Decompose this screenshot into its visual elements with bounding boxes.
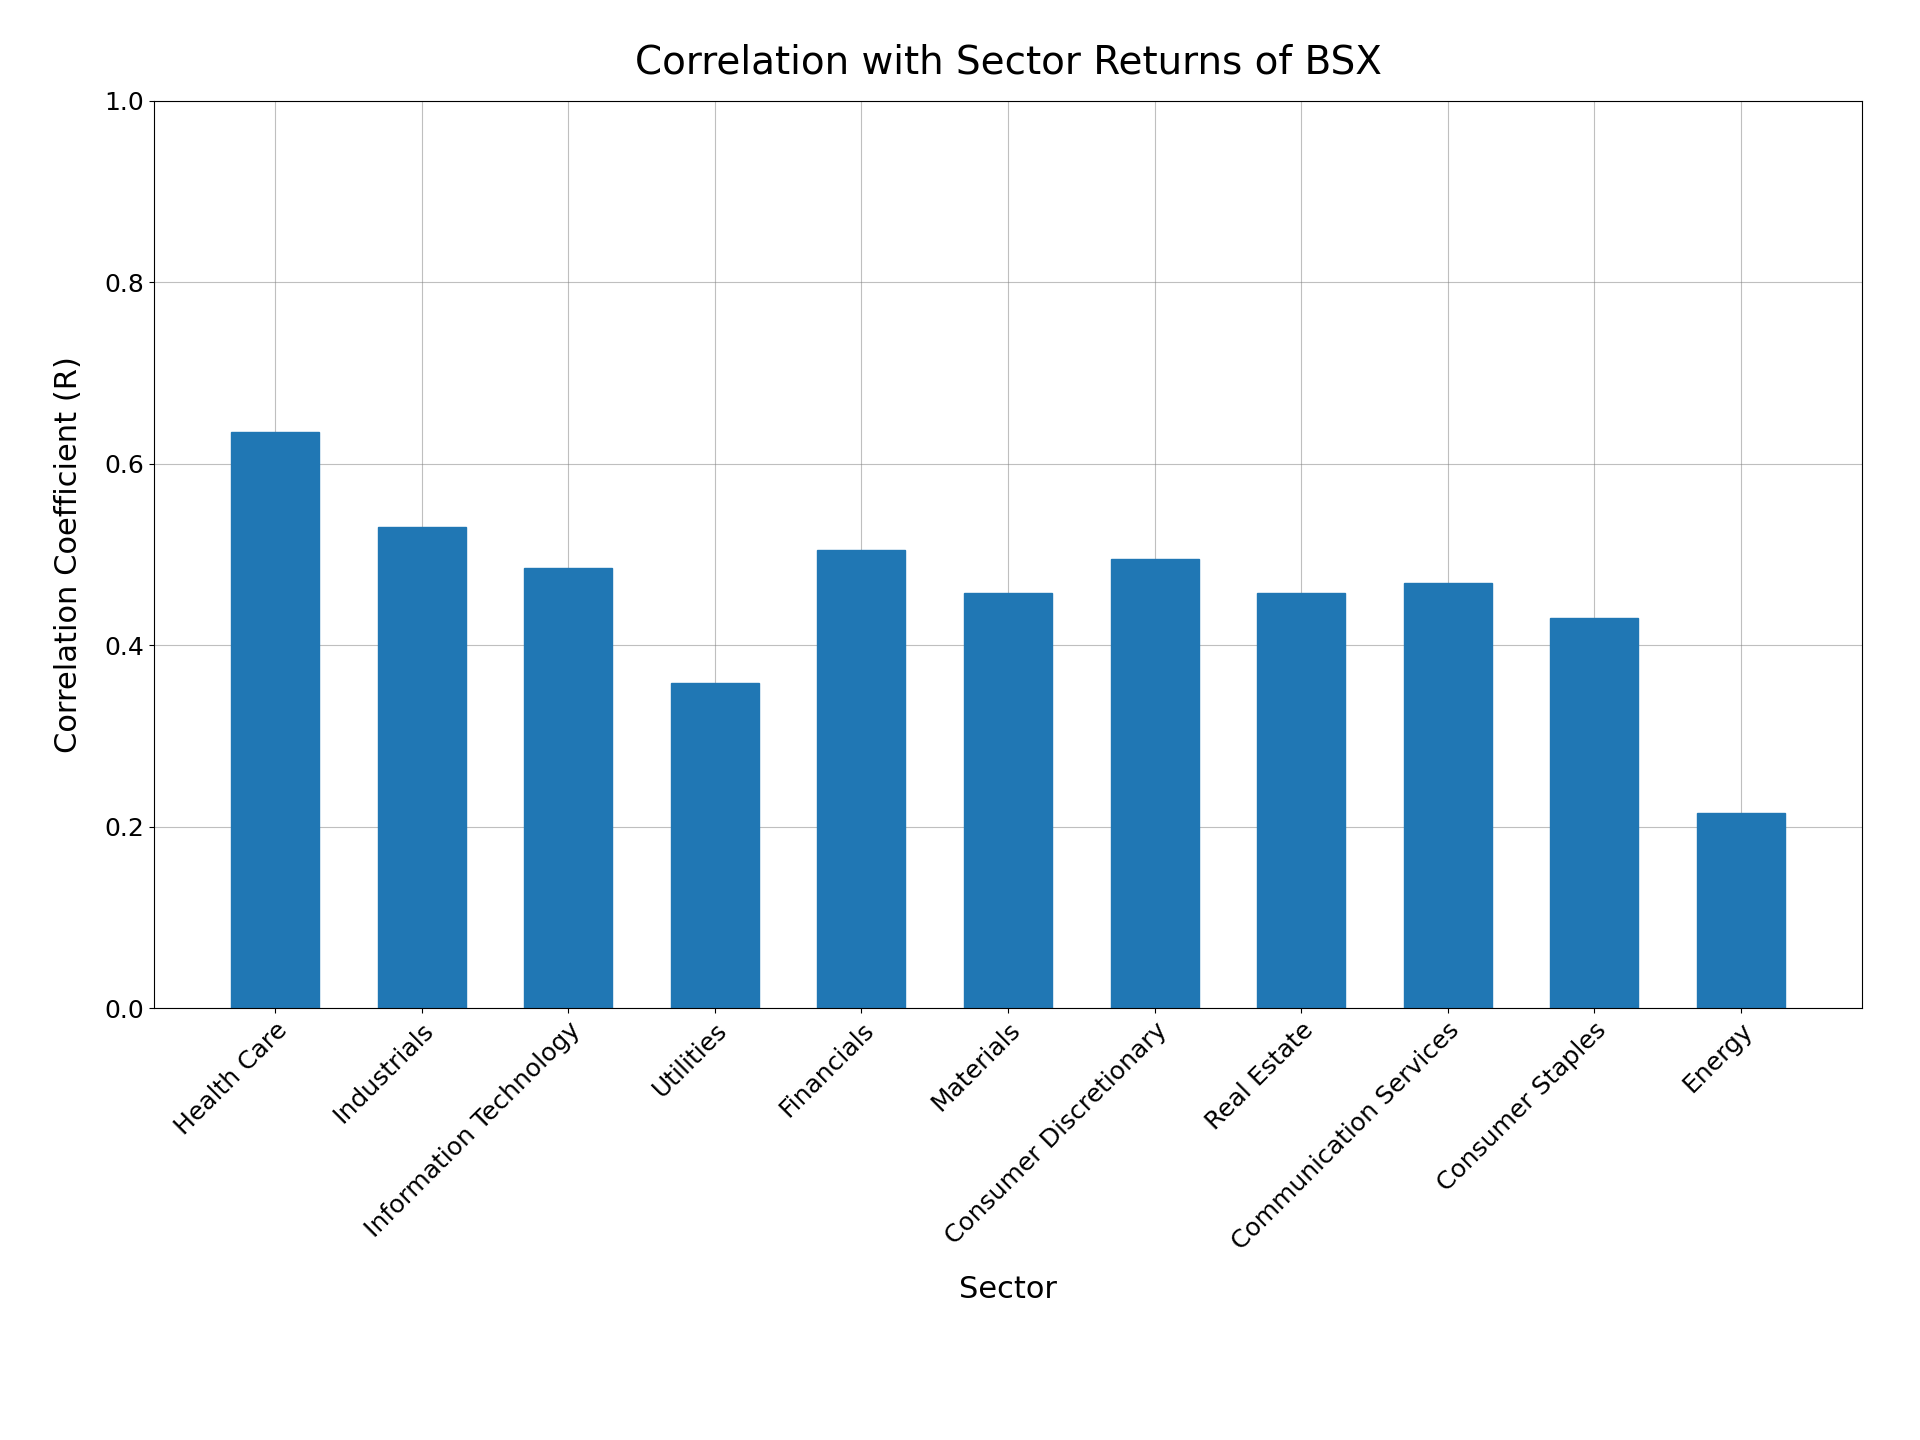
Bar	[964, 592, 1052, 1008]
Bar	[1549, 618, 1638, 1008]
Bar	[1258, 592, 1346, 1008]
Bar	[1404, 583, 1492, 1008]
Bar	[1110, 559, 1198, 1008]
Bar	[818, 550, 906, 1008]
Bar	[670, 683, 758, 1008]
Bar	[524, 567, 612, 1008]
Bar	[1697, 814, 1786, 1008]
Title: Correlation with Sector Returns of BSX: Correlation with Sector Returns of BSX	[636, 43, 1380, 81]
Bar	[378, 527, 467, 1008]
X-axis label: Sector: Sector	[958, 1276, 1058, 1305]
Bar	[230, 432, 319, 1008]
Y-axis label: Correlation Coefficient (R): Correlation Coefficient (R)	[54, 356, 83, 753]
